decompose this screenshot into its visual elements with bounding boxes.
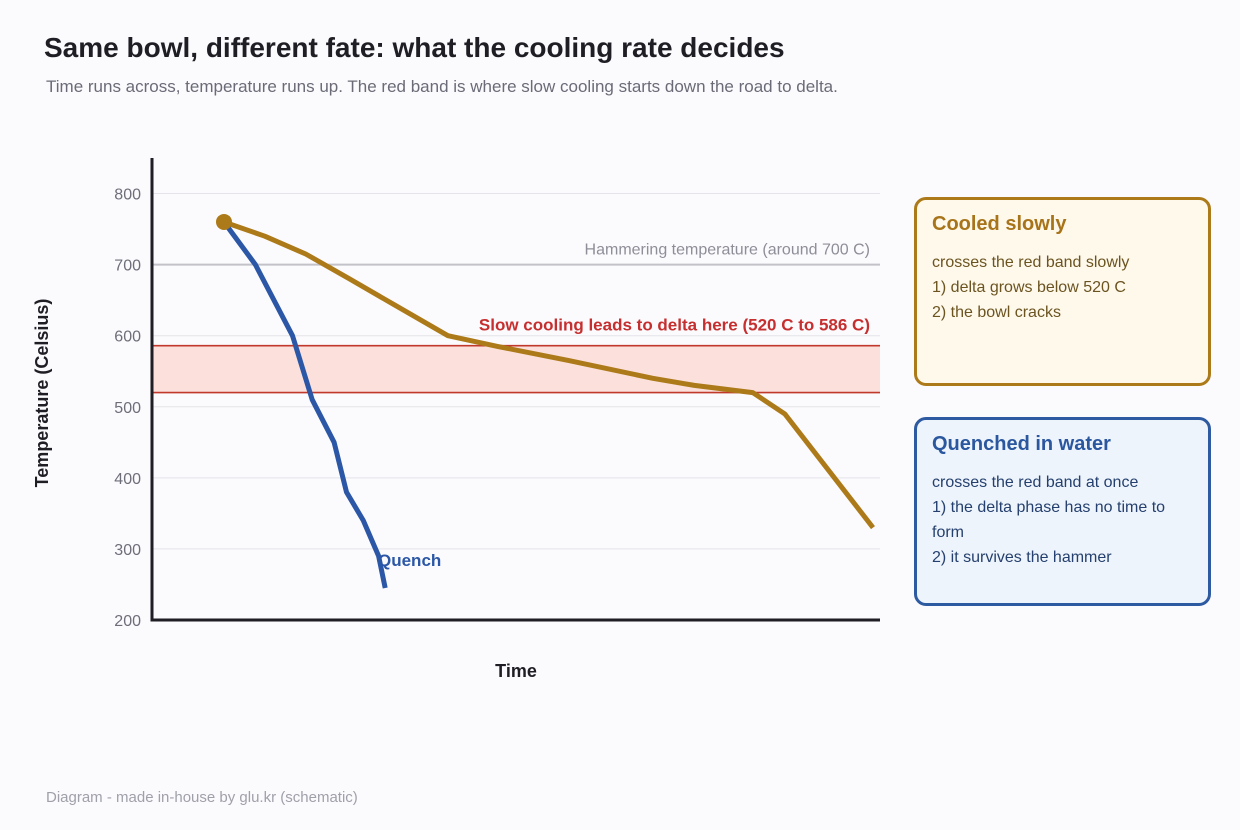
y-tick-label: 300 (114, 542, 141, 559)
y-tick-label: 200 (114, 613, 141, 630)
label-layer: Time Temperature (Celsius) Slow cooling le… (32, 242, 870, 681)
start-point (216, 213, 232, 230)
y-tick-label: 700 (114, 258, 141, 275)
callout-slow-line: 2) the bowl cracks (932, 304, 1061, 321)
series-layer (216, 213, 875, 589)
band-label: Slow cooling leads to delta here (520 C … (479, 316, 870, 335)
y-tick-label: 800 (114, 187, 141, 204)
callout-quench-line: crosses the red band at once (932, 474, 1139, 491)
delta-band (152, 344, 880, 394)
callout-quench-line: 1) the delta phase has no time to form (932, 499, 1166, 541)
page-title: Same bowl, different fate: what the cool… (44, 32, 785, 63)
callout-quench-title: Quenched in water (932, 433, 1111, 455)
y-tick-label: 400 (114, 471, 141, 488)
series-quench-line (221, 220, 388, 589)
callout-slow-line: 1) delta grows below 520 C (932, 279, 1126, 296)
y-axis-label: Temperature (Celsius) (32, 299, 52, 488)
callout-cooled-slowly: Cooled slowly crosses the red band slowl… (914, 197, 1211, 386)
x-axis-label: Time (495, 661, 537, 681)
callout-slow-line: crosses the red band slowly (932, 254, 1130, 271)
series-slow-line (223, 219, 875, 530)
band-fill (152, 345, 880, 393)
y-tick-label: 600 (114, 329, 141, 346)
reference-label: Hammering temperature (around 700 C) (585, 242, 870, 259)
callout-quenched: Quenched in water crosses the red band a… (914, 417, 1211, 606)
y-tick-label: 500 (114, 400, 141, 417)
footer-credit: Diagram - made in-house by glu.kr (schem… (46, 789, 358, 806)
axis-layer: 200 300 400 500 600 700 800 (114, 158, 880, 630)
callout-quench-line: 2) it survives the hammer (932, 549, 1112, 566)
series-quench-label: Quench (378, 551, 441, 570)
page-subtitle: Time runs across, temperature runs up. T… (46, 77, 838, 96)
callout-slow-title: Cooled slowly (932, 213, 1067, 235)
